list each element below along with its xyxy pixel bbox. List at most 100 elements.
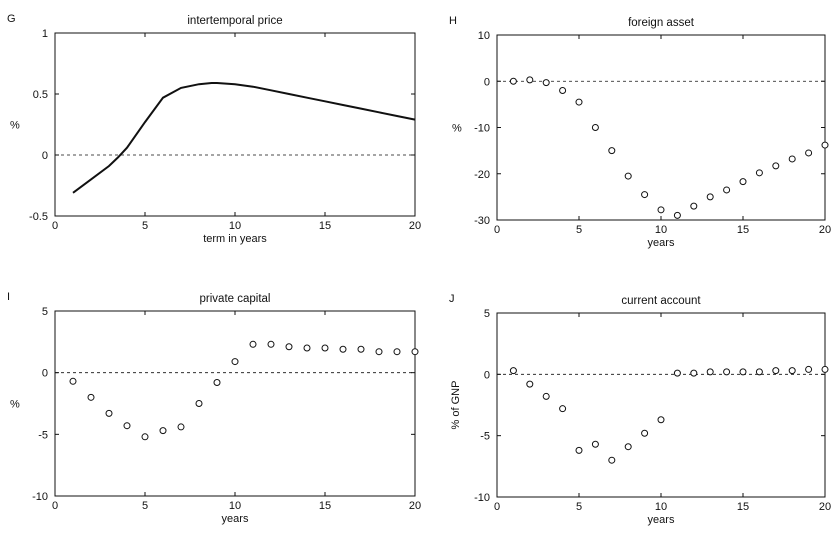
- data-point: [69, 377, 77, 385]
- series-line: [72, 82, 416, 194]
- data-point: [755, 368, 763, 376]
- data-point: [690, 369, 698, 377]
- data-point: [591, 440, 599, 448]
- x-tick-label: 15: [737, 224, 749, 236]
- x-tick-label: 5: [576, 224, 582, 236]
- data-point: [641, 429, 649, 437]
- data-point: [723, 368, 731, 376]
- data-point: [542, 79, 550, 87]
- data-point: [657, 416, 665, 424]
- y-tick-label: 0: [42, 368, 48, 380]
- x-tick-label: 10: [655, 224, 667, 236]
- data-point: [772, 367, 780, 375]
- data-point: [772, 162, 780, 170]
- plot-frame: [496, 34, 826, 221]
- data-point: [805, 149, 813, 157]
- data-point: [706, 368, 714, 376]
- y-tick-label: -0.5: [29, 211, 48, 223]
- data-point: [755, 169, 763, 177]
- x-tick-label: 0: [494, 501, 500, 513]
- data-point: [195, 400, 203, 407]
- y-axis-label: % of GNP: [450, 381, 462, 430]
- x-tick-label: 5: [142, 220, 148, 232]
- data-point: [509, 367, 517, 375]
- y-tick-label: 0: [484, 369, 490, 381]
- data-point: [159, 427, 167, 435]
- panel-letter: J: [449, 293, 455, 305]
- data-point: [624, 443, 632, 451]
- data-point: [509, 77, 517, 85]
- x-tick-label: 0: [52, 500, 58, 512]
- y-tick-label: -20: [474, 169, 490, 181]
- data-point: [177, 423, 185, 431]
- data-point: [231, 358, 239, 366]
- y-axis-label: %: [452, 123, 462, 135]
- data-point: [788, 367, 796, 375]
- plot-frame: [54, 310, 416, 497]
- panel-letter: H: [449, 15, 457, 27]
- data-point: [624, 172, 632, 180]
- chart-title: intertemporal price: [187, 15, 282, 27]
- data-point: [641, 191, 649, 199]
- x-axis-label: term in years: [203, 233, 267, 245]
- data-point: [213, 379, 221, 387]
- data-point: [559, 405, 567, 413]
- data-point: [608, 147, 616, 155]
- chart-title: foreign asset: [628, 17, 695, 29]
- data-point: [821, 141, 829, 149]
- data-point: [321, 344, 329, 352]
- y-tick-label: -5: [38, 429, 48, 441]
- data-point: [788, 155, 796, 163]
- data-point: [805, 365, 813, 373]
- panel-letter: G: [7, 13, 16, 25]
- data-point: [821, 365, 829, 373]
- x-tick-label: 0: [494, 224, 500, 236]
- x-tick-label: 10: [655, 501, 667, 513]
- data-point: [267, 340, 275, 348]
- data-point: [559, 87, 567, 94]
- y-tick-label: -30: [474, 215, 490, 227]
- x-axis-label: years: [648, 237, 675, 249]
- x-tick-label: 0: [52, 220, 58, 232]
- data-point: [87, 393, 95, 401]
- x-tick-label: 10: [229, 500, 241, 512]
- data-point: [591, 124, 599, 131]
- data-point: [375, 348, 383, 356]
- data-point: [706, 193, 714, 201]
- x-axis-label: years: [222, 513, 249, 525]
- data-point: [526, 76, 534, 84]
- plot-frame: [54, 32, 416, 217]
- y-tick-label: 0: [484, 76, 490, 88]
- y-tick-label: 0.5: [33, 89, 48, 101]
- data-point: [141, 433, 149, 441]
- chart-title: private capital: [200, 293, 271, 305]
- data-point: [303, 344, 311, 352]
- x-tick-label: 15: [319, 220, 331, 232]
- data-point: [542, 392, 550, 400]
- data-point: [657, 206, 665, 214]
- data-point: [739, 178, 747, 186]
- panel-letter: I: [7, 291, 10, 303]
- y-tick-label: 5: [484, 308, 490, 320]
- x-tick-label: 20: [409, 500, 421, 512]
- data-point: [393, 348, 401, 356]
- data-point: [673, 211, 681, 219]
- y-tick-label: -10: [474, 123, 490, 135]
- y-axis-label: %: [10, 399, 20, 411]
- y-axis-label: %: [10, 120, 20, 132]
- data-point: [526, 380, 534, 388]
- data-point: [411, 348, 419, 356]
- y-tick-label: -10: [474, 492, 490, 504]
- chart-title: current account: [621, 295, 701, 307]
- data-point: [105, 409, 113, 417]
- data-point: [690, 202, 698, 210]
- data-point: [575, 98, 583, 106]
- y-tick-label: 5: [42, 306, 48, 318]
- data-point: [285, 343, 293, 351]
- y-tick-label: 0: [42, 150, 48, 162]
- y-tick-label: 1: [42, 28, 48, 40]
- data-point: [339, 345, 347, 353]
